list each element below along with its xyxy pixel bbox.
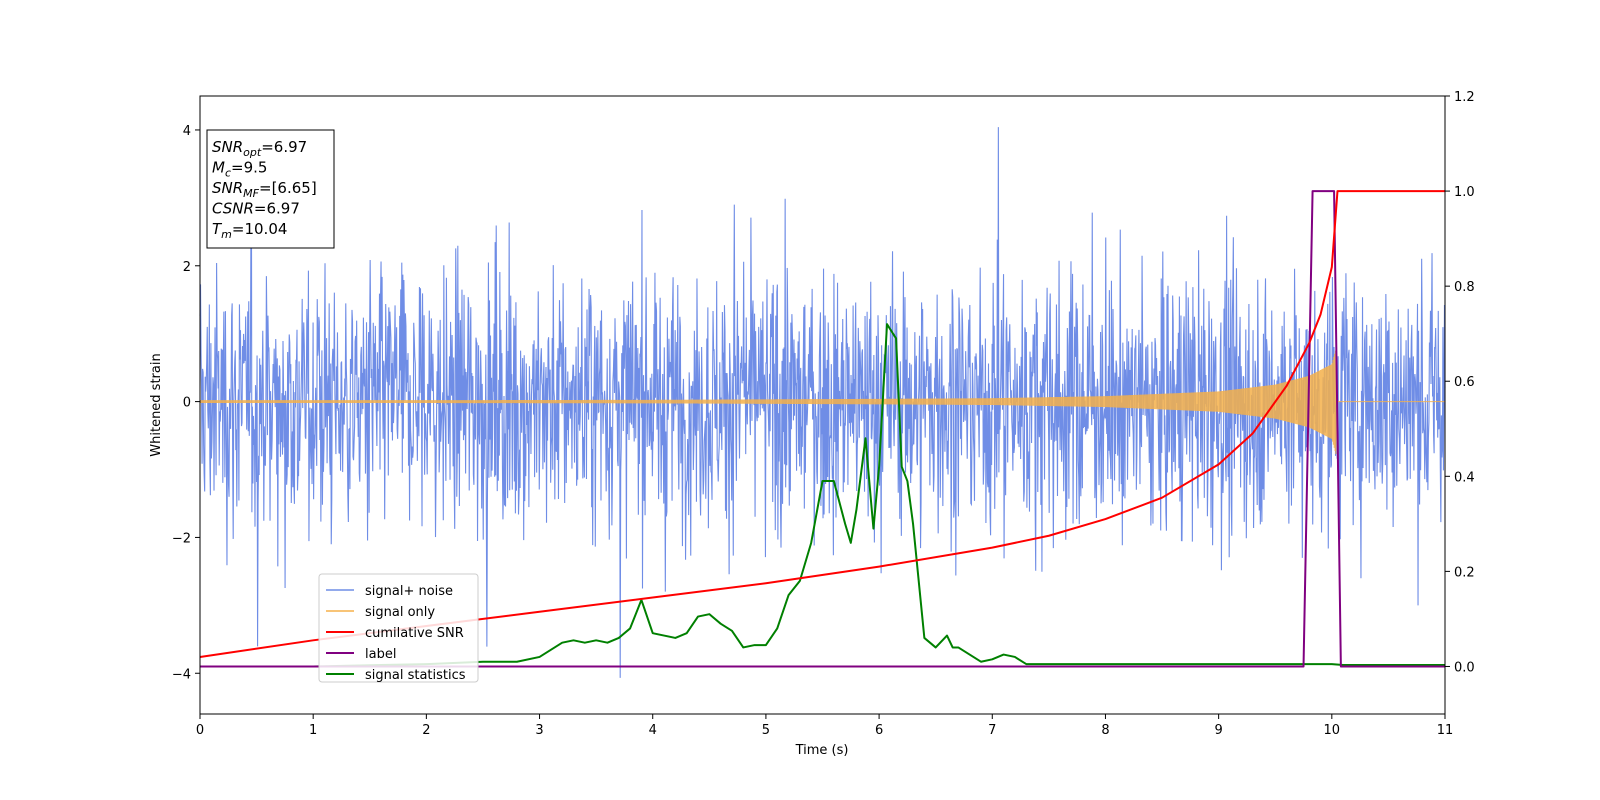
x-tick-label: 8 bbox=[1101, 723, 1109, 738]
series-labelline bbox=[200, 190, 1445, 668]
y-axis-label: Whitened strain bbox=[149, 353, 164, 456]
y-tick-label: −4 bbox=[172, 667, 191, 682]
y2-tick-label: 0.0 bbox=[1454, 660, 1475, 675]
legend-label: cumilative SNR bbox=[365, 626, 464, 641]
x-tick-label: 3 bbox=[535, 723, 543, 738]
x-tick-label: 7 bbox=[988, 723, 996, 738]
x-tick-label: 0 bbox=[196, 723, 204, 738]
legend-label: label bbox=[365, 647, 396, 662]
x-tick-label: 6 bbox=[875, 723, 883, 738]
x-tick-label: 2 bbox=[422, 723, 430, 738]
legend-label: signal statistics bbox=[365, 668, 466, 683]
x-tick-label: 1 bbox=[309, 723, 317, 738]
series-signal-noise bbox=[199, 127, 1446, 678]
y2-tick-label: 0.6 bbox=[1454, 375, 1475, 390]
y-tick-label: 4 bbox=[183, 124, 191, 139]
legend: signal+ noise signal only cumilative SNR la… bbox=[318, 573, 479, 683]
x-axis: 0 1 2 3 4 5 6 7 8 9 10 11 bbox=[196, 714, 1453, 738]
y-tick-label: 0 bbox=[183, 396, 191, 411]
annotation-line: Mc=9.5 bbox=[212, 159, 267, 180]
series-cumilative-snrline bbox=[199, 190, 1445, 658]
y-axis-left: −4 −2 0 2 4 bbox=[172, 124, 200, 682]
x-tick-label: 9 bbox=[1214, 723, 1222, 738]
x-tick-label: 4 bbox=[649, 723, 657, 738]
y2-tick-label: 0.4 bbox=[1454, 470, 1475, 485]
y-tick-label: 2 bbox=[183, 260, 191, 275]
y2-tick-label: 0.8 bbox=[1454, 280, 1475, 295]
annotation-line: SNRopt=6.97 bbox=[212, 138, 307, 159]
right-axis-series bbox=[199, 190, 1445, 668]
x-axis-label: Time (s) bbox=[795, 743, 849, 758]
y-axis-right: 0.0 0.2 0.4 0.6 0.8 1.0 1.2 bbox=[1445, 90, 1475, 675]
x-tick-label: 10 bbox=[1324, 723, 1341, 738]
series-signal-only bbox=[199, 347, 1445, 455]
y2-tick-label: 1.0 bbox=[1454, 185, 1475, 200]
x-tick-label: 11 bbox=[1437, 723, 1454, 738]
series-signal-statisticsline bbox=[200, 323, 1445, 668]
annotation-line: SNRMF=[6.65] bbox=[212, 179, 317, 200]
plot-frame bbox=[199, 95, 1446, 715]
annotation-box-frame bbox=[206, 129, 335, 249]
signal-only-line bbox=[199, 347, 1445, 455]
annotation-line: CSNR=6.97 bbox=[212, 200, 300, 218]
y2-tick-label: 0.2 bbox=[1454, 565, 1475, 580]
x-tick-label: 5 bbox=[762, 723, 770, 738]
legend-label: signal only bbox=[365, 605, 435, 620]
annotation-line: Tm=10.04 bbox=[212, 220, 287, 241]
y2-tick-label: 1.2 bbox=[1454, 90, 1475, 105]
y-tick-label: −2 bbox=[172, 531, 191, 546]
legend-label: signal+ noise bbox=[365, 584, 453, 599]
legend-frame bbox=[318, 573, 479, 683]
signal-noise-line bbox=[199, 127, 1446, 678]
